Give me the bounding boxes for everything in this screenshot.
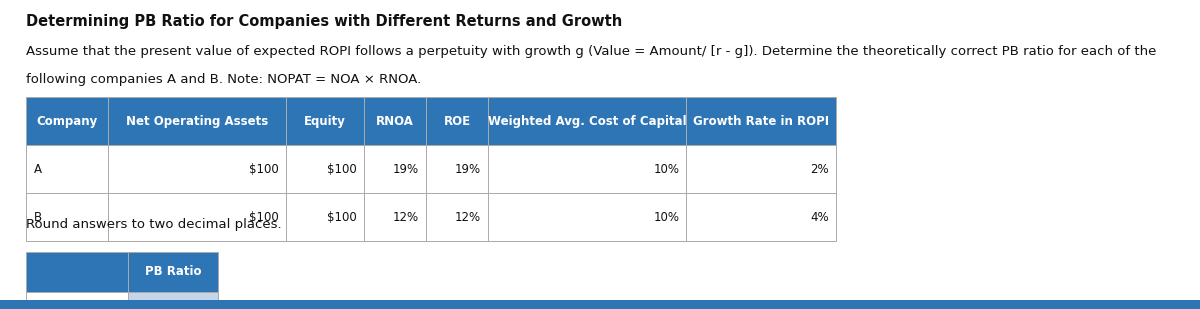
Bar [364, 97, 426, 145]
Bar [488, 193, 686, 241]
Bar [286, 145, 364, 193]
Text: $100: $100 [326, 163, 356, 176]
Text: $100: $100 [326, 210, 356, 224]
Bar [364, 193, 426, 241]
Bar [364, 145, 426, 193]
Text: Growth Rate in ROPI: Growth Rate in ROPI [694, 115, 829, 128]
Text: PB Ratio: PB Ratio [145, 265, 202, 278]
Bar [686, 145, 836, 193]
Bar [488, 145, 686, 193]
Text: 4%: 4% [810, 210, 829, 224]
Text: Assume that the present value of expected ROPI follows a perpetuity with growth : Assume that the present value of expecte… [26, 45, 1157, 58]
Bar [426, 145, 488, 193]
Text: Determining PB Ratio for Companies with Different Returns and Growth: Determining PB Ratio for Companies with … [26, 14, 623, 29]
Text: ROE: ROE [444, 115, 470, 128]
Text: Weighted Avg. Cost of Capital: Weighted Avg. Cost of Capital [488, 115, 686, 128]
Text: 12%: 12% [455, 210, 481, 224]
Text: 19%: 19% [392, 163, 419, 176]
Text: Round answers to two decimal places.: Round answers to two decimal places. [26, 218, 282, 231]
Text: 10%: 10% [653, 210, 679, 224]
Bar [26, 252, 128, 292]
Bar [108, 193, 286, 241]
Text: Company: Company [36, 115, 98, 128]
Bar [26, 292, 128, 309]
Text: A: A [34, 163, 42, 176]
Text: Equity: Equity [304, 115, 346, 128]
Bar [26, 193, 108, 241]
Bar [108, 97, 286, 145]
Bar [26, 145, 108, 193]
Bar [108, 145, 286, 193]
Text: 19%: 19% [455, 163, 481, 176]
Bar [686, 193, 836, 241]
Text: Net Operating Assets: Net Operating Assets [126, 115, 268, 128]
Text: Company A: Company A [34, 306, 102, 309]
Text: following companies A and B. Note: NOPAT = NOA × RNOA.: following companies A and B. Note: NOPAT… [26, 73, 421, 86]
Bar [128, 292, 218, 309]
Bar [0, 300, 1200, 309]
Text: 12%: 12% [392, 210, 419, 224]
Text: B: B [34, 210, 42, 224]
Bar [26, 97, 108, 145]
Bar [128, 252, 218, 292]
Bar [286, 193, 364, 241]
Bar [426, 193, 488, 241]
Bar [426, 97, 488, 145]
Text: 2%: 2% [810, 163, 829, 176]
Text: 10%: 10% [653, 163, 679, 176]
Bar [488, 97, 686, 145]
Text: $100: $100 [248, 210, 278, 224]
Bar [286, 97, 364, 145]
Bar [686, 97, 836, 145]
Text: RNOA: RNOA [376, 115, 414, 128]
Text: $100: $100 [248, 163, 278, 176]
